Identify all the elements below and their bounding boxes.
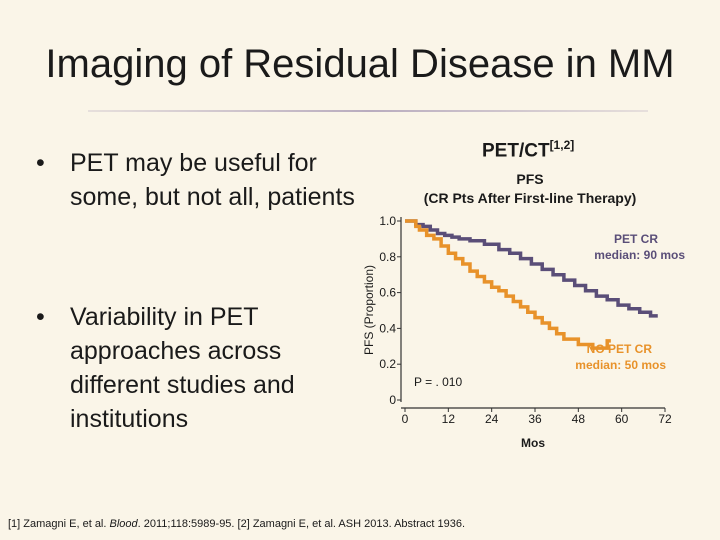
x-tick-label: 0 (402, 412, 409, 426)
x-tick-label: 60 (615, 412, 629, 426)
p-value-label: P = . 010 (414, 375, 462, 389)
bullet-list: • PET may be useful for some, but not al… (30, 146, 360, 436)
bullet-text: Variability in PET approaches across dif… (70, 303, 295, 433)
no-pet-cr-median-label: median: 50 mos (575, 358, 666, 372)
footnote-authors: [1] Zamagni E, et al. (8, 518, 110, 530)
bullet-dot: • (36, 149, 45, 177)
chart-subtitle: PFS (CR Pts After First-line Therapy) (380, 170, 680, 208)
title-divider (88, 110, 648, 112)
bullet-item: • PET may be useful for some, but not al… (30, 146, 360, 214)
x-tick-label: 48 (572, 412, 586, 426)
x-axis-label: Mos (521, 436, 545, 450)
bullet-item: • Variability in PET approaches across d… (30, 300, 360, 436)
bullet-dot: • (36, 303, 45, 331)
pet-cr-median-label: median: 90 mos (594, 248, 685, 262)
chart-header-title-text: PET/CT (482, 140, 550, 162)
x-tick-label: 36 (528, 412, 542, 426)
chart-subtitle-line1: PFS (516, 171, 544, 187)
series-line-pet-cr (405, 219, 658, 318)
x-tick-label: 12 (442, 412, 456, 426)
chart-header-title: PET/CT[1,2] (482, 138, 574, 162)
chart-header-citation: [1,2] (549, 138, 575, 152)
footnote-journal: Blood (109, 518, 138, 530)
x-tick-label: 72 (658, 412, 672, 426)
y-axis-label: PFS (Proportion) (362, 265, 376, 355)
y-tick-label: 0.4 (379, 321, 396, 335)
slide-title: Imaging of Residual Disease in MM (45, 42, 675, 86)
bullet-text: PET may be useful for some, but not all,… (70, 149, 355, 211)
x-tick-label: 24 (485, 412, 499, 426)
series-line-no-pet-cr (405, 219, 611, 350)
y-tick-label: 0.2 (379, 357, 396, 371)
footnote-details: . 2011;118:5989-95. [2] Zamagni E, et al… (137, 518, 466, 530)
y-tick-label: 0 (389, 393, 396, 407)
no-pet-cr-label: NO PET CR (587, 342, 653, 356)
pet-cr-label: PET CR (614, 232, 658, 246)
y-tick-label: 0.8 (379, 250, 396, 264)
chart-subtitle-line2: (CR Pts After First-line Therapy) (423, 190, 637, 206)
footnote: [1] Zamagni E, et al. Blood. 2011;118:59… (8, 518, 465, 530)
y-tick-label: 1.0 (379, 214, 396, 228)
y-tick-label: 0.6 (379, 286, 396, 300)
